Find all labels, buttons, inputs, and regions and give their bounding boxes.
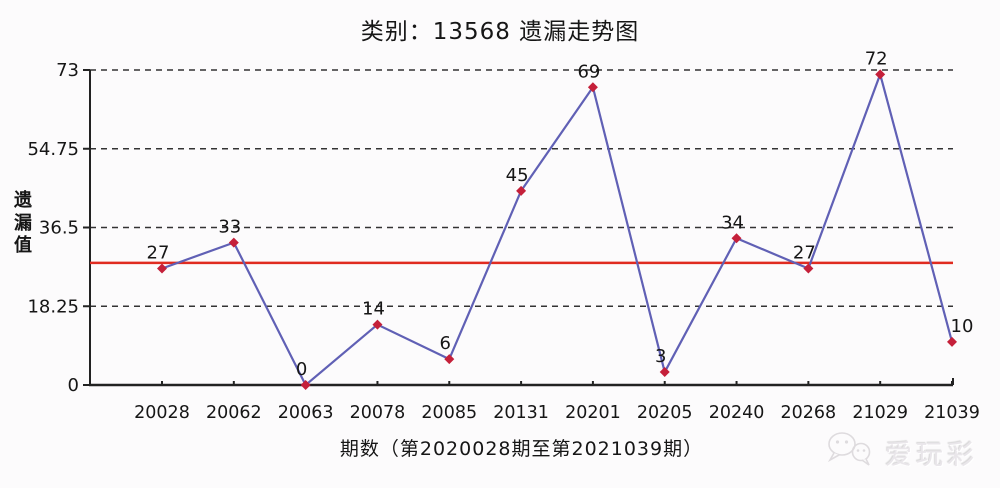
x-tick-label: 20201 [565, 403, 621, 423]
trend-line [161, 73, 954, 387]
data-point-marker [803, 263, 814, 274]
watermark-label: 爱玩彩 [885, 439, 978, 471]
data-point-label: 3 [655, 346, 666, 367]
data-point-label: 6 [440, 333, 451, 354]
data-point-marker [228, 237, 239, 248]
y-tick-label: 18.25 [27, 296, 79, 317]
data-point-marker [947, 336, 957, 347]
data-point-label: 0 [296, 359, 307, 380]
x-tick-label: 21039 [924, 403, 980, 423]
data-point-marker [300, 380, 311, 390]
y-tick-label: 73 [56, 60, 79, 81]
x-tick-label: 20205 [637, 403, 693, 423]
data-point-label: 34 [721, 212, 744, 233]
x-tick-label: 20268 [781, 403, 837, 423]
wechat-icon [825, 430, 877, 474]
data-point-label: 27 [147, 242, 170, 263]
x-axis-title: 期数（第2020028期至第2021039期） [339, 438, 704, 460]
data-point-label: 72 [865, 48, 888, 69]
x-tick-label: 20062 [206, 403, 262, 423]
data-point-label: 10 [951, 316, 974, 337]
data-point-marker [731, 233, 742, 244]
data-point-marker [372, 319, 383, 330]
y-tick-label: 0 [68, 375, 79, 396]
data-point-marker [587, 82, 598, 93]
data-point-label: 45 [506, 165, 529, 186]
data-point-label: 69 [577, 61, 600, 82]
y-tick-label: 54.75 [27, 139, 79, 160]
data-point-marker [875, 69, 886, 80]
x-tick-label: 20131 [493, 403, 549, 423]
x-tick-label: 20028 [134, 403, 190, 423]
data-point-marker [516, 185, 527, 196]
x-tick-label: 20085 [421, 403, 477, 423]
y-axis-title: 遗漏值 [14, 190, 32, 256]
data-point-label: 27 [793, 242, 816, 263]
chart-title: 类别：13568 遗漏走势图 [360, 19, 640, 45]
data-point-label: 33 [218, 217, 241, 238]
watermark: 爱玩彩 [825, 430, 978, 474]
data-point-marker [659, 367, 670, 378]
data-point-marker [444, 354, 455, 365]
x-tick-label: 21029 [852, 403, 908, 423]
y-tick-label: 36.5 [39, 218, 79, 239]
x-tick-label: 20063 [278, 403, 334, 423]
data-point-label: 14 [362, 299, 385, 320]
data-point-marker [157, 263, 167, 274]
x-tick-label: 20240 [709, 403, 765, 423]
x-tick-label: 20078 [350, 403, 406, 423]
